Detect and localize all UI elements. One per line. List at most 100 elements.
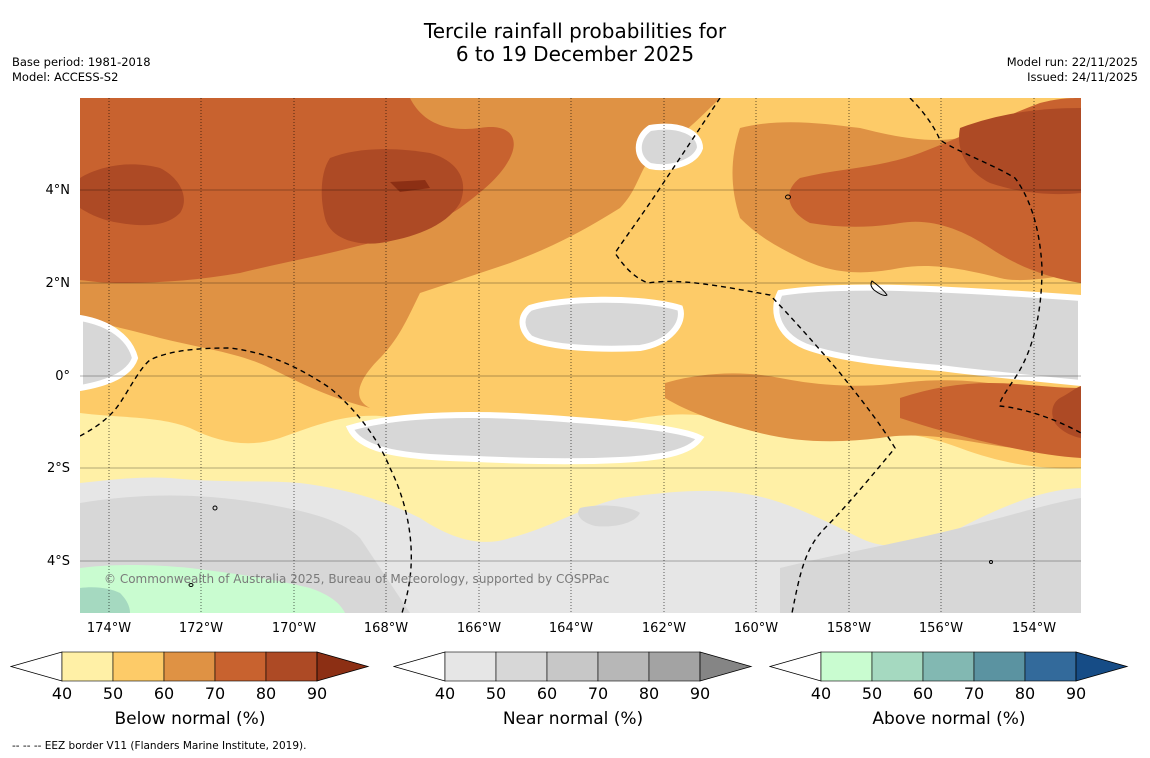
lon-label-172w: 172°W: [178, 621, 224, 636]
cbar-above-seg-3: [922, 651, 975, 682]
eez-footnote: -- -- -- EEZ border V11 (Flanders Marine…: [12, 740, 307, 752]
cbar-above-tick-90: 90: [1065, 684, 1087, 703]
model-name: Model: ACCESS-S2: [12, 70, 119, 84]
title-line-2: 6 to 19 December 2025: [455, 42, 695, 66]
island-5: [989, 560, 993, 564]
cbar-above-under: [769, 651, 822, 682]
lon-label-160w: 160°W: [733, 621, 779, 636]
cbar-below-title: Below normal (%): [114, 709, 266, 729]
lon-label-154w: 154°W: [1011, 621, 1057, 636]
cbar-above-tick-40: 40: [810, 684, 832, 703]
cbar-above-title: Above normal (%): [872, 709, 1026, 729]
colorbar-near-normal: [393, 651, 753, 682]
near-normal-pocket-5: [635, 123, 704, 170]
colorbar-above-normal: [769, 651, 1129, 682]
island-1: [870, 280, 888, 296]
near-normal-pocket-4: [80, 314, 139, 392]
cbar-near-seg-1: [444, 651, 497, 682]
cbar-near-tick-70: 70: [587, 684, 609, 703]
below-normal-80-ne: [959, 108, 1081, 195]
cbar-below-tick-70: 70: [204, 684, 226, 703]
cbar-above-tick-60: 60: [912, 684, 934, 703]
cbar-near-under: [393, 651, 446, 682]
chart-title: Tercile rainfall probabilities for 6 to …: [0, 20, 1150, 66]
cbar-near-tick-60: 60: [536, 684, 558, 703]
cbar-below-tick-90: 90: [306, 684, 328, 703]
lat-label-4s: 4°S: [46, 554, 70, 569]
cbar-below-tick-80: 80: [255, 684, 277, 703]
eez-border-west: [80, 347, 412, 613]
cbar-above-over: [1075, 651, 1129, 682]
cbar-below-under: [10, 651, 63, 682]
lon-label-166w: 166°W: [456, 621, 502, 636]
below-normal-80-nw: [80, 164, 184, 226]
lon-label-156w: 156°W: [918, 621, 964, 636]
base-period: Base period: 1981-2018: [12, 55, 151, 69]
cbar-below-over: [316, 651, 370, 682]
eez-border-east: [909, 98, 1081, 434]
cbar-above-seg-5: [1024, 651, 1077, 682]
probability-map: [80, 98, 1081, 613]
meta-left: Base period: 1981-2018 Model: ACCESS-S2: [12, 55, 151, 85]
meta-right: Model run: 22/11/2025 Issued: 24/11/2025: [1007, 55, 1138, 85]
cbar-below-seg-2: [112, 651, 165, 682]
lon-label-158w: 158°W: [826, 621, 872, 636]
near-normal-pocket-3: [345, 412, 705, 465]
cbar-below-tick-40: 40: [51, 684, 73, 703]
cbar-below-seg-4: [214, 651, 267, 682]
below-normal-80-region: [321, 149, 464, 244]
colorbar-below-normal: [10, 651, 370, 682]
cbar-below-tick-60: 60: [153, 684, 175, 703]
above-normal-50-region: [80, 587, 130, 613]
cbar-near-tick-90: 90: [689, 684, 711, 703]
cbar-above-tick-80: 80: [1014, 684, 1036, 703]
lon-label-168w: 168°W: [363, 621, 409, 636]
map-area: © Commonwealth of Australia 2025, Bureau…: [80, 98, 1081, 613]
cbar-above-tick-70: 70: [963, 684, 985, 703]
near-normal-south-band-3: [578, 505, 640, 527]
cbar-near-tick-50: 50: [485, 684, 507, 703]
near-normal-pocket-1: [519, 296, 684, 352]
lon-label-162w: 162°W: [641, 621, 687, 636]
near-normal-south-band-2: [780, 498, 1081, 613]
near-normal-pocket-2: [773, 284, 1081, 387]
islands: [188, 194, 993, 587]
cbar-above-seg-1: [820, 651, 873, 682]
cbar-near-tick-40: 40: [434, 684, 456, 703]
below-normal-80-se: [1052, 386, 1081, 438]
lat-label-2n: 2°N: [45, 276, 71, 291]
lon-label-170w: 170°W: [271, 621, 317, 636]
island-3: [212, 505, 218, 511]
issued-date: Issued: 24/11/2025: [1027, 70, 1138, 84]
cbar-near-seg-3: [546, 651, 599, 682]
below-normal-90-patch: [390, 180, 430, 192]
below-normal-70-se: [900, 383, 1081, 458]
cbar-above-seg-4: [973, 651, 1026, 682]
cbar-near-seg-2: [495, 651, 548, 682]
eez-borders: [80, 98, 1081, 613]
cbar-near-title: Near normal (%): [502, 709, 644, 729]
cbar-below-seg-5: [265, 651, 318, 682]
eez-border-central: [614, 98, 896, 613]
title-line-1: Tercile rainfall probabilities for: [423, 19, 727, 43]
cbar-near-seg-4: [597, 651, 650, 682]
above-normal-40-region: [80, 565, 345, 613]
model-run: Model run: 22/11/2025: [1006, 55, 1138, 69]
lon-label-164w: 164°W: [548, 621, 594, 636]
cbar-near-over: [699, 651, 753, 682]
island-2: [785, 194, 791, 200]
cbar-below-seg-1: [61, 651, 114, 682]
cbar-near-seg-5: [648, 651, 701, 682]
cbar-below-tick-50: 50: [102, 684, 124, 703]
lon-label-174w: 174°W: [86, 621, 132, 636]
cbar-below-seg-3: [163, 651, 216, 682]
below-normal-70-region: [80, 98, 514, 283]
graticule: [80, 98, 1081, 613]
cbar-above-tick-50: 50: [861, 684, 883, 703]
cbar-near-tick-80: 80: [638, 684, 660, 703]
cbar-above-seg-2: [871, 651, 924, 682]
lat-label-4n: 4°N: [45, 183, 71, 198]
island-4: [188, 583, 194, 587]
copyright-notice: © Commonwealth of Australia 2025, Bureau…: [104, 572, 610, 586]
lat-label-2s: 2°S: [46, 461, 70, 476]
